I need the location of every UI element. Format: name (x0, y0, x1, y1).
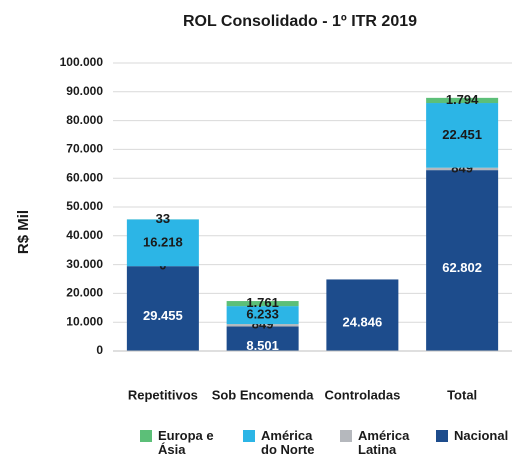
chart-title: ROL Consolidado - 1º ITR 2019 (183, 13, 417, 30)
legend: Europa e Ásia América do Norte América Lat… (0, 427, 516, 461)
legend-label: Europa e Ásia (158, 428, 214, 457)
bar-segment (226, 306, 299, 325)
legend-label: América Latina (358, 428, 410, 457)
y-tick-label: 80.000 (66, 113, 103, 127)
bar-segment (426, 97, 499, 104)
y-axis-label: R$ Mil (15, 210, 32, 254)
legend-swatch (436, 430, 448, 442)
y-tick-label: 90.000 (66, 84, 103, 98)
x-tick-label: Total (447, 387, 477, 402)
bar-segment (226, 324, 299, 327)
bar-segment (226, 326, 299, 351)
legend-swatch (340, 430, 352, 442)
bar-segment (226, 301, 299, 307)
bar-segment (426, 170, 499, 351)
data-label: 1.794 (446, 92, 479, 107)
y-tick-label: 40.000 (66, 228, 103, 242)
data-label: 33 (156, 211, 170, 226)
legend-item: América Latina (340, 429, 420, 457)
bar-segment (126, 266, 199, 351)
x-tick-label: Repetitivos (128, 387, 198, 402)
x-tick-label: Sob Encomenda (212, 387, 315, 402)
y-tick-label: 60.000 (66, 170, 103, 184)
data-label: 62.802 (442, 260, 482, 275)
bar-segment (326, 279, 399, 351)
y-tick-label: 30.000 (66, 257, 103, 271)
data-label: 16.218 (143, 234, 183, 249)
data-label: 1.761 (246, 295, 279, 310)
x-tick-label: Controladas (324, 387, 400, 402)
legend-label: Nacional (454, 428, 509, 443)
data-label: 22.451 (442, 127, 482, 142)
chart: ROL Consolidado - 1º ITR 2019 R$ Mil 0 10… (15, 13, 512, 402)
data-label: 29.455 (143, 308, 183, 323)
y-tick-label: 50.000 (66, 199, 103, 213)
data-label: 6.233 (246, 307, 279, 322)
bar-segment (426, 167, 499, 171)
y-tick-label: 100.000 (60, 55, 104, 69)
y-tick-label: 10.000 (66, 314, 103, 328)
data-label: 24.846 (342, 315, 382, 330)
legend-item: Europa e Ásia (140, 429, 220, 457)
y-tick-label: 20.000 (66, 286, 103, 300)
legend-swatch (140, 430, 152, 442)
legend-item: América do Norte (243, 429, 323, 457)
y-tick-label: 70.000 (66, 142, 103, 156)
bar-segment (426, 103, 499, 168)
y-tick-label: 0 (96, 343, 103, 357)
data-label: 8.501 (246, 338, 279, 353)
legend-label: América do Norte (261, 428, 315, 457)
legend-item: Nacional (436, 429, 516, 443)
legend-swatch (243, 430, 255, 442)
bar-segment (126, 219, 199, 267)
